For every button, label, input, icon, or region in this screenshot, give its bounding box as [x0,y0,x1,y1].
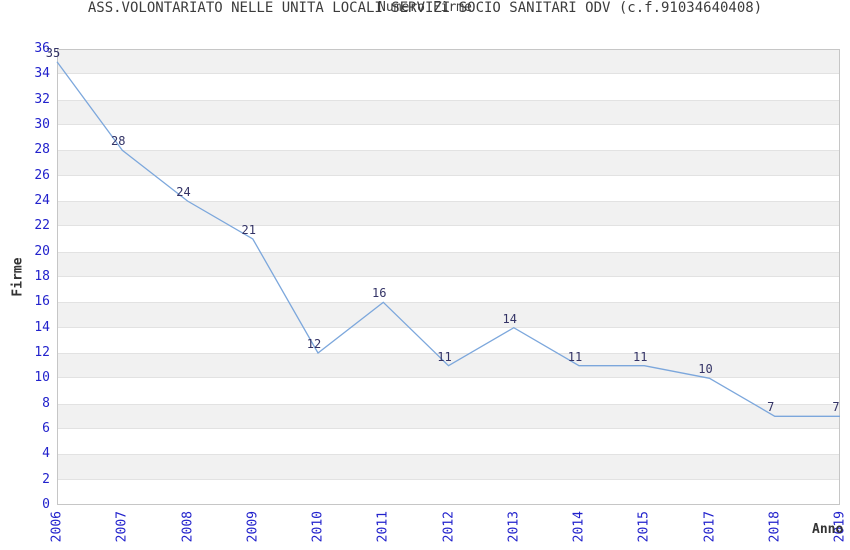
y-tick-label: 24 [34,193,50,208]
y-tick-label: 34 [34,66,50,82]
y-tick-label: 10 [34,370,50,386]
data-label: 11 [437,349,452,364]
grid-band [58,429,839,454]
grid-band [58,176,839,201]
data-label: 11 [633,349,648,364]
grid-band [58,150,839,176]
data-label: 14 [502,311,517,326]
y-tick-label: 14 [34,319,50,335]
data-label: 12 [306,337,322,351]
x-tick-label: 2013 [506,511,522,543]
y-tick-label: 8 [42,395,50,411]
grid-band [58,378,839,403]
y-tick-label: 18 [34,269,50,284]
y-tick-label: 20 [34,243,50,259]
x-tick-label: 2009 [245,511,261,543]
grid-band [58,226,839,251]
x-axis-label: Anno [812,522,844,537]
y-tick-label: 4 [42,446,50,462]
data-label: 24 [176,185,191,199]
chart-subtitle: Numero Firme [378,0,472,15]
x-tick-label: 2007 [114,511,130,543]
data-label: 7 [767,400,775,415]
plot-area [57,49,840,505]
grid-band [58,403,839,429]
y-tick-label: 26 [34,167,50,183]
y-axis-label: Firme [10,257,26,297]
y-tick-label: 36 [34,41,50,56]
x-tick-label: 2011 [375,511,391,543]
grid-band [58,74,839,99]
data-label: 28 [111,134,126,149]
x-tick-label: 2014 [571,511,587,543]
grid-band [58,99,839,125]
grid-band [58,50,839,75]
x-tick-label: 2015 [636,511,652,543]
x-tick-label: 2017 [702,511,717,543]
x-tick-label: 2018 [767,511,783,543]
grid-band [58,277,839,302]
data-label: 16 [372,286,387,301]
y-tick-label: 16 [34,294,50,310]
y-tick-label: 0 [42,497,50,512]
data-label: 21 [241,223,256,237]
y-tick-label: 22 [34,218,50,234]
y-tick-label: 6 [42,421,50,436]
data-label: 35 [45,45,61,60]
grid-band [58,201,839,227]
y-tick-label: 2 [42,471,50,487]
y-tick-label: 32 [34,91,50,107]
chart-title: ASS.VOLONTARIATO NELLE UNITA LOCALI SERV… [87,0,763,16]
x-tick-label: 2006 [49,511,65,543]
grid-band [58,480,839,504]
x-tick-label: 2008 [180,511,195,543]
y-tick-label: 28 [34,142,50,158]
y-tick-label: 12 [34,345,50,360]
x-tick-label: 2010 [310,511,326,543]
y-tick-label: 30 [34,117,50,132]
grid-band [58,302,839,328]
data-label: 11 [567,349,583,364]
grid-band [58,454,839,480]
x-tick-label: 2012 [441,511,456,543]
grid-band [58,125,839,150]
grid-band [58,251,839,277]
data-label: 7 [832,400,840,415]
data-label: 10 [698,362,713,377]
